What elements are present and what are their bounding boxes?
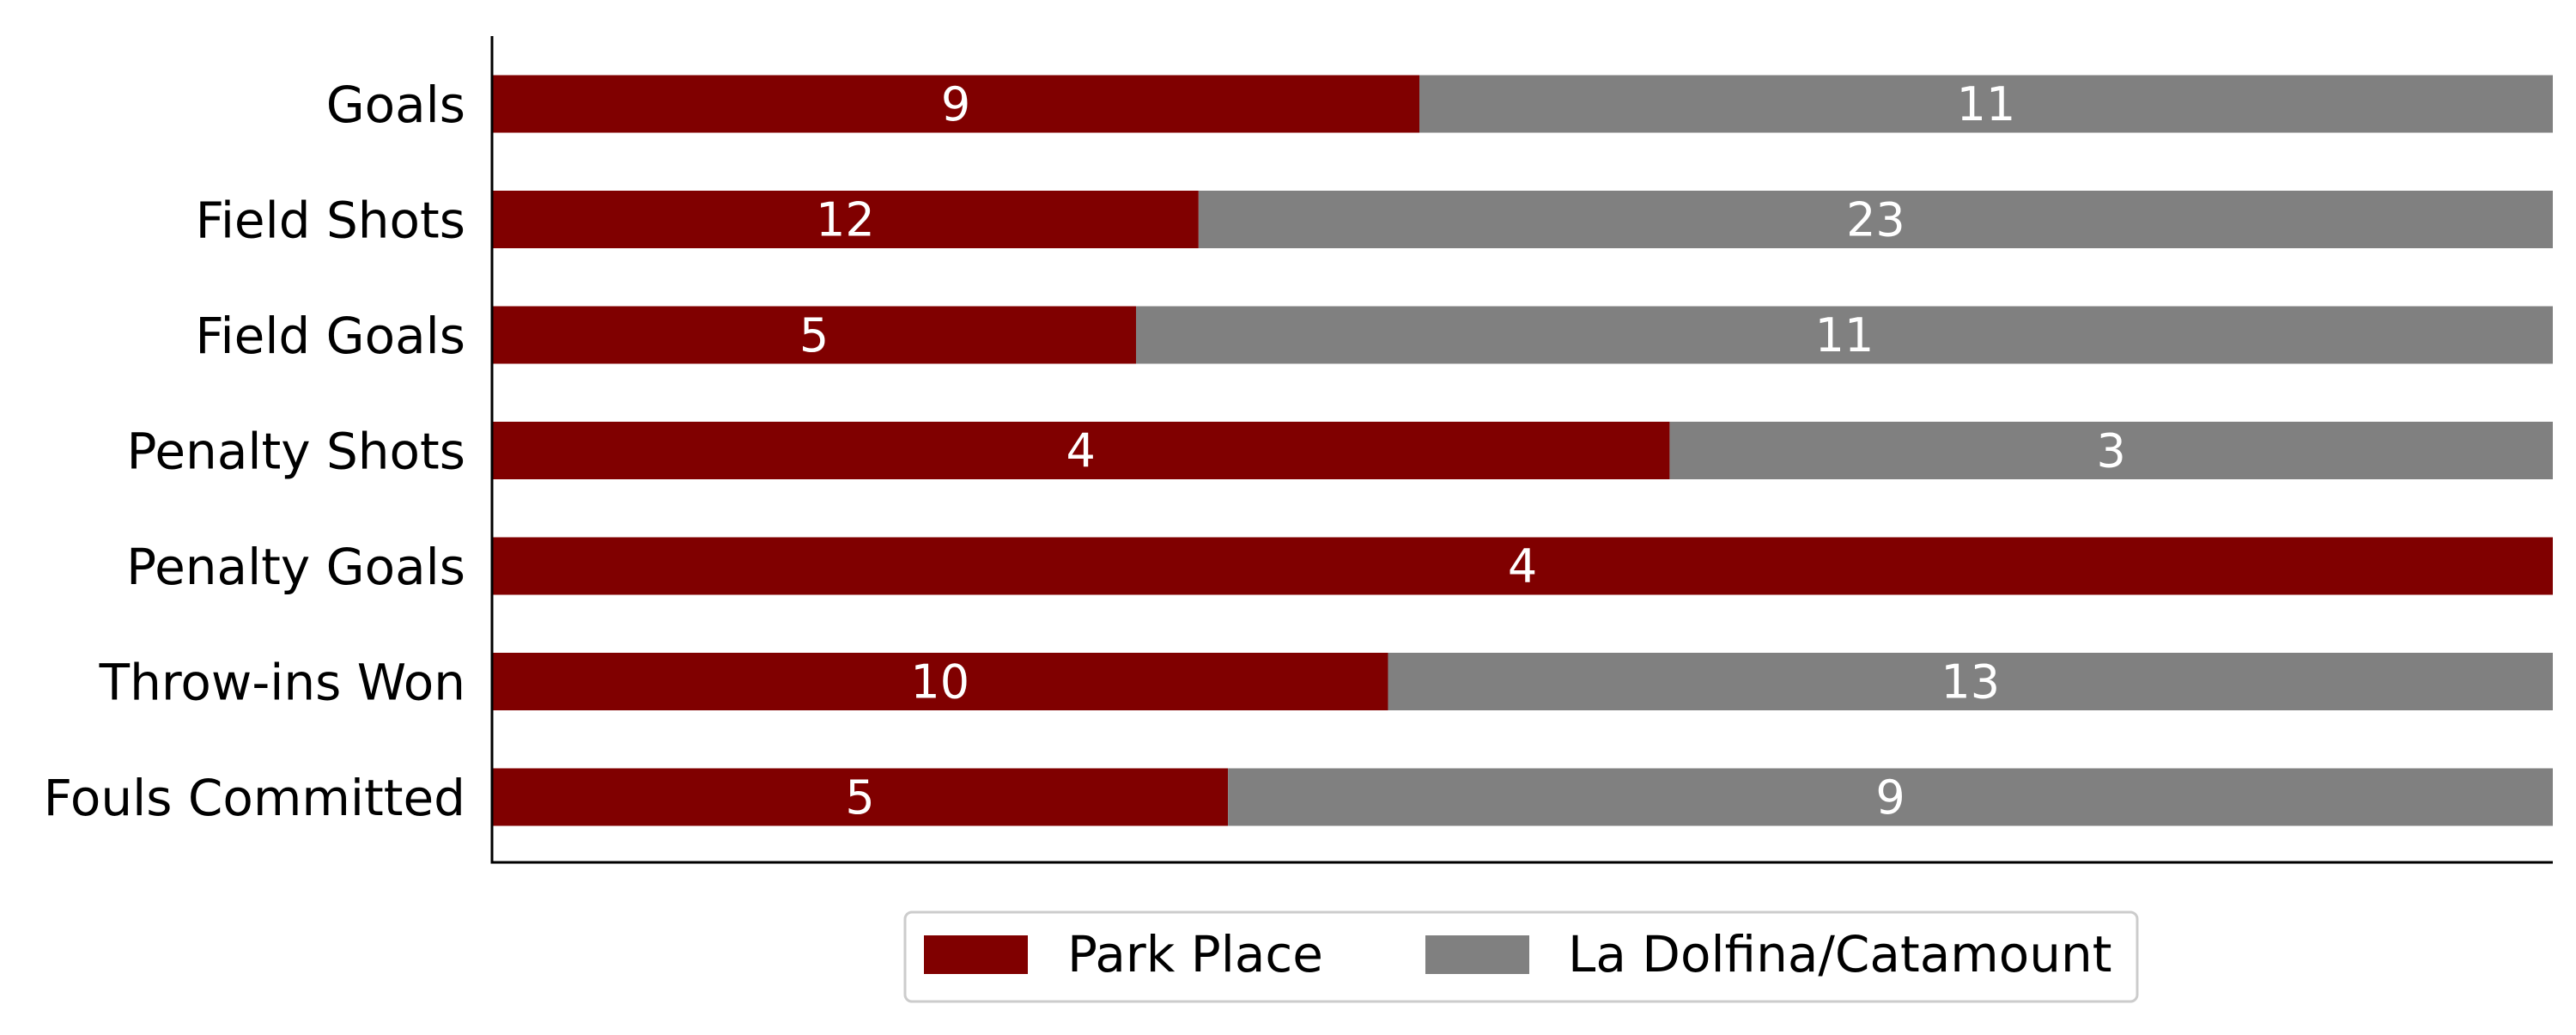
bar-field-shots-park-place — [492, 191, 1199, 248]
axes-layer — [490, 36, 2553, 864]
bar-penalty-shots-park-place — [492, 422, 1670, 479]
category-label-penalty-goals: Penalty Goals — [126, 538, 465, 596]
bar-label-field-goals-la-dolfina-catamount: 11 — [1815, 308, 1874, 362]
bar-field-goals-la-dolfina-catamount — [1136, 306, 2553, 364]
category-label-fouls-committed: Fouls Committed — [44, 769, 465, 827]
category-label-throw-ins-won: Throw-ins Won — [99, 654, 465, 712]
bar-penalty-goals-park-place — [492, 537, 2553, 595]
bar-label-field-goals-park-place: 5 — [799, 308, 829, 362]
bar-label-penalty-shots-park-place: 4 — [1066, 424, 1096, 478]
bar-fouls-committed-park-place — [492, 768, 1229, 826]
legend-label-la-dolfina-catamount: La Dolfina/Catamount — [1568, 925, 2112, 983]
bar-label-penalty-shots-la-dolfina-catamount: 3 — [2097, 424, 2126, 478]
legend-swatch-la-dolfina-catamount — [1425, 935, 1529, 974]
bar-label-field-shots-la-dolfina-catamount: 23 — [1846, 193, 1905, 247]
bar-label-throw-ins-won-park-place: 10 — [910, 655, 969, 709]
bar-label-goals-park-place: 9 — [941, 77, 970, 131]
bar-penalty-shots-la-dolfina-catamount — [1669, 422, 2553, 479]
bar-throw-ins-won-park-place — [492, 653, 1388, 710]
category-label-field-shots: Field Shots — [196, 192, 465, 250]
bar-label-penalty-goals-park-place: 4 — [1508, 539, 1537, 594]
legend: Park Place La Dolfina/Catamount — [903, 910, 2139, 1003]
bar-throw-ins-won-la-dolfina-catamount — [1388, 653, 2553, 710]
bar-label-field-shots-park-place: 12 — [816, 193, 875, 247]
bar-label-fouls-committed-la-dolfina-catamount: 9 — [1875, 770, 1905, 825]
bars-layer — [492, 75, 2553, 826]
bar-goals-park-place — [492, 75, 1419, 133]
legend-label-park-place: Park Place — [1067, 925, 1323, 983]
bar-label-fouls-committed-park-place: 5 — [845, 770, 874, 825]
bar-field-shots-la-dolfina-catamount — [1198, 191, 2553, 248]
bar-field-goals-park-place — [492, 306, 1136, 364]
bar-label-throw-ins-won-la-dolfina-catamount: 13 — [1941, 655, 2000, 709]
legend-swatch-park-place — [924, 935, 1028, 974]
category-label-goals: Goals — [326, 76, 465, 134]
bar-label-goals-la-dolfina-catamount: 11 — [1957, 77, 2016, 131]
labels-layer: 9 11 Goals 12 23 Field Shots 5 11 Field Goals 4 3 P… — [44, 76, 2126, 827]
category-label-penalty-shots: Penalty Shots — [126, 423, 465, 481]
category-label-field-goals: Field Goals — [195, 307, 465, 365]
bar-fouls-committed-la-dolfina-catamount — [1228, 768, 2553, 826]
bar-goals-la-dolfina-catamount — [1419, 75, 2553, 133]
